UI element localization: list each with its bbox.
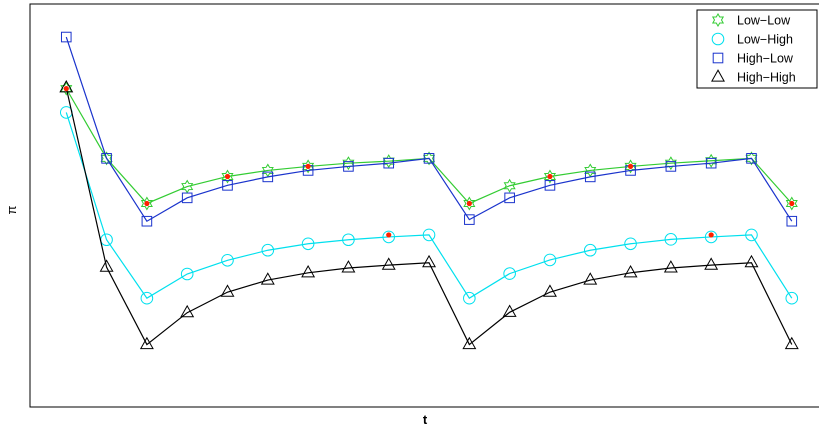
highlight-point-9 [789, 200, 795, 207]
data-point-square-2-9 [423, 153, 435, 164]
data-point-square-2-4 [222, 180, 233, 191]
data-point-triangle-3-14 [623, 264, 638, 278]
data-point-triangle-3-16 [704, 257, 719, 270]
data-point-square-2-1 [101, 153, 112, 164]
data-point-circle-1-14 [624, 237, 637, 251]
data-point-triangle-3-13 [583, 272, 598, 285]
highlight-point-2 [224, 173, 231, 180]
series-layer [59, 31, 799, 350]
data-point-circle-1-11 [503, 267, 516, 280]
legend-label-0: Low−Low [737, 14, 791, 28]
data-point-square-2-3 [181, 192, 193, 204]
data-point-triangle-3-15 [663, 260, 678, 273]
data-point-triangle-3-7 [341, 260, 356, 273]
legend-label-3: High−High [737, 71, 796, 85]
y-axis-label: π [4, 205, 19, 214]
legend-label-1: Low−High [737, 33, 793, 47]
series-line-1 [65, 112, 793, 300]
highlight-point-3 [305, 163, 311, 170]
data-point-circle-1-13 [583, 243, 597, 257]
data-point-square-2-17 [746, 153, 757, 164]
x-axis-label: t [423, 412, 428, 427]
legend-marker-3 [711, 69, 725, 82]
data-point-hexagram-0-10 [463, 196, 476, 211]
highlight-point-5 [466, 200, 472, 207]
data-point-square-2-18 [786, 215, 798, 227]
data-point-square-2-5 [262, 171, 274, 183]
data-point-triangle-3-4 [220, 284, 235, 297]
data-point-triangle-3-6 [301, 264, 316, 278]
data-point-square-2-12 [544, 180, 556, 191]
data-point-circle-1-15 [664, 233, 678, 246]
data-point-hexagram-0-4 [221, 169, 234, 184]
data-point-circle-1-12 [543, 253, 557, 267]
highlight-point-7 [627, 163, 634, 170]
data-point-triangle-3-5 [260, 272, 275, 285]
data-point-triangle-3-18 [784, 336, 799, 350]
data-point-triangle-3-12 [542, 284, 557, 297]
data-point-triangle-3-8 [381, 257, 396, 270]
data-point-hexagram-0-14 [624, 159, 637, 174]
series-3 [59, 80, 799, 350]
legend-marker-1 [711, 32, 725, 46]
data-point-hexagram-0-15 [664, 156, 677, 171]
data-point-circle-1-4 [221, 254, 234, 267]
data-point-square-2-10 [464, 214, 475, 225]
data-point-circle-1-18 [785, 291, 799, 305]
data-point-circle-1-16 [704, 230, 718, 244]
series-1 [59, 106, 799, 305]
data-point-triangle-3-2 [139, 336, 154, 350]
data-point-hexagram-0-12 [543, 169, 557, 184]
legend-marker-0 [711, 13, 725, 27]
highlight-point-0 [63, 86, 69, 92]
highlight-point-8 [708, 232, 714, 238]
highlight-point-1 [144, 200, 150, 207]
legend: Low−Low Low−High High−Low High−High [696, 9, 818, 89]
data-point-square-2-11 [504, 192, 515, 204]
data-point-circle-1-8 [382, 230, 396, 244]
data-point-circle-1-2 [140, 291, 154, 305]
data-point-square-2-13 [584, 171, 596, 183]
plot-area [29, 3, 819, 408]
data-point-triangle-3-10 [462, 336, 477, 350]
data-point-square-2-7 [343, 161, 354, 172]
highlight-layer [63, 86, 795, 238]
data-point-triangle-3-3 [180, 304, 195, 318]
data-point-circle-1-17 [745, 228, 758, 242]
legend-label-2: High−Low [737, 52, 794, 66]
data-point-square-2-2 [141, 215, 153, 227]
data-point-circle-1-3 [180, 267, 194, 281]
data-point-hexagram-0-7 [342, 156, 355, 171]
series-line-2 [65, 36, 793, 223]
data-point-hexagram-0-0 [60, 81, 73, 96]
data-point-circle-1-9 [422, 228, 436, 242]
legend-marker-2 [712, 52, 724, 64]
data-point-hexagram-0-16 [705, 153, 718, 168]
data-point-triangle-3-1 [99, 259, 114, 272]
data-point-hexagram-0-11 [503, 178, 516, 193]
data-point-hexagram-0-18 [785, 196, 798, 211]
data-point-triangle-3-9 [422, 254, 437, 268]
series-line-3 [65, 87, 793, 346]
data-point-circle-1-7 [342, 233, 355, 247]
data-point-square-2-0 [60, 31, 72, 43]
data-point-circle-1-5 [261, 243, 275, 257]
data-point-triangle-3-11 [502, 304, 517, 317]
data-point-square-2-8 [383, 157, 395, 169]
data-point-hexagram-0-2 [140, 196, 153, 211]
data-point-square-2-15 [665, 161, 677, 172]
highlight-point-4 [386, 232, 392, 238]
data-point-circle-1-10 [463, 291, 476, 305]
data-point-triangle-3-17 [744, 254, 759, 268]
data-point-square-2-16 [705, 157, 717, 169]
data-point-hexagram-0-6 [302, 159, 315, 174]
data-point-triangle-3-0 [59, 80, 74, 93]
data-point-circle-1-6 [301, 237, 315, 251]
legend-box [696, 9, 818, 89]
highlight-point-6 [547, 173, 553, 180]
